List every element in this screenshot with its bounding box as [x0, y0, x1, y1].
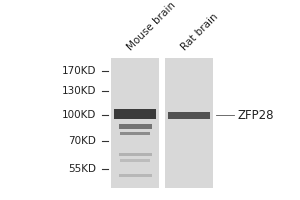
- Text: Mouse brain: Mouse brain: [125, 0, 177, 52]
- Text: 55KD: 55KD: [68, 164, 96, 174]
- Text: ZFP28: ZFP28: [237, 109, 274, 122]
- Text: 170KD: 170KD: [61, 66, 96, 76]
- Bar: [111, 58, 159, 188]
- Text: 70KD: 70KD: [68, 136, 96, 146]
- Bar: [165, 58, 213, 188]
- Bar: [120, 132, 150, 135]
- Bar: [114, 109, 156, 119]
- Bar: [118, 124, 152, 129]
- Bar: [118, 174, 152, 177]
- Text: 130KD: 130KD: [61, 86, 96, 96]
- Bar: [168, 112, 210, 119]
- Text: 100KD: 100KD: [61, 110, 96, 120]
- Bar: [118, 153, 152, 156]
- Bar: [120, 159, 150, 162]
- Text: Rat brain: Rat brain: [179, 12, 220, 52]
